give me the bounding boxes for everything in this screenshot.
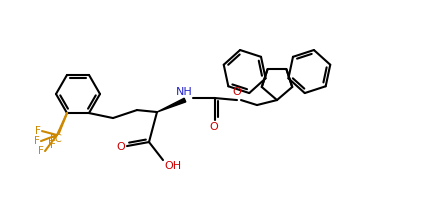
Text: O: O (116, 142, 125, 152)
Text: OH: OH (164, 161, 181, 171)
Text: O: O (233, 87, 242, 97)
Text: F: F (38, 146, 44, 156)
Text: F: F (50, 140, 56, 150)
Text: O: O (210, 122, 218, 132)
Polygon shape (157, 98, 186, 112)
Text: NH: NH (176, 87, 192, 97)
Text: F: F (35, 126, 41, 136)
Text: F: F (48, 137, 54, 147)
Text: F: F (34, 136, 40, 146)
Text: F: F (50, 134, 56, 144)
Text: C: C (55, 134, 61, 144)
